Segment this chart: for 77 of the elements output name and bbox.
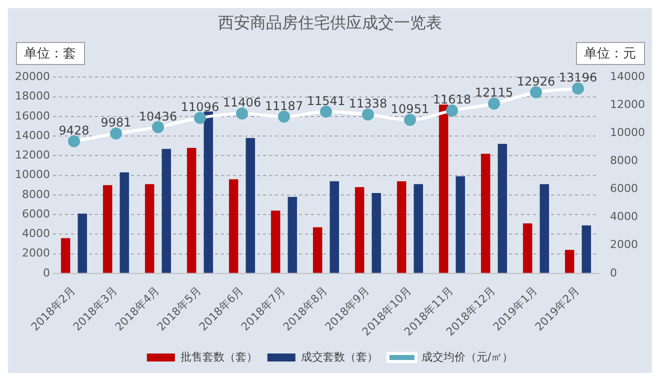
bar <box>60 238 70 273</box>
y-tick-label: 20000 <box>14 70 50 84</box>
y-tick-label: 12000 <box>14 148 50 162</box>
point <box>572 82 584 94</box>
y2-tick-label: 8000 <box>610 154 638 168</box>
y-tick-label: 2000 <box>22 246 50 260</box>
bar <box>186 148 196 273</box>
point <box>530 86 542 98</box>
bar <box>78 214 88 273</box>
data-label: 13196 <box>558 70 598 85</box>
legend-label: 成交均价（元/㎡） <box>421 350 514 364</box>
bar <box>162 148 172 273</box>
y-tick-label: 10000 <box>14 168 50 182</box>
point <box>278 110 290 123</box>
bar <box>456 176 466 273</box>
bar <box>312 227 322 273</box>
bar <box>582 225 592 273</box>
point <box>404 114 416 126</box>
bar <box>330 181 340 273</box>
data-label: 11618 <box>432 92 472 107</box>
y2-tick-label: 4000 <box>610 210 638 224</box>
data-label: 10951 <box>390 102 430 116</box>
bar <box>438 104 448 273</box>
data-label: 11096 <box>180 100 220 114</box>
bar <box>144 184 154 273</box>
y2-tick-label: 6000 <box>610 182 638 196</box>
y2-tick-label: 10000 <box>610 126 646 140</box>
bar <box>204 112 214 273</box>
bar <box>498 144 508 273</box>
y-tick-label: 4000 <box>22 227 50 240</box>
bar <box>120 172 130 273</box>
bar <box>270 210 280 273</box>
bar <box>540 184 550 273</box>
y-tick-label: 18000 <box>14 90 50 103</box>
legend-label: 成交套数（套） <box>300 350 378 364</box>
bar <box>396 181 406 273</box>
point <box>236 108 248 120</box>
y2-tick-label: 14000 <box>610 70 646 84</box>
y2-tick-label: 0 <box>610 266 618 280</box>
data-label: 11338 <box>348 96 388 111</box>
y2-axis-title: 单位：元 <box>584 46 636 62</box>
chart-title: 西安商品房住宅供应成交一览表 <box>218 12 442 32</box>
y-tick-label: 16000 <box>14 109 50 122</box>
data-label: 12926 <box>516 74 556 88</box>
point <box>68 135 80 148</box>
data-label: 12115 <box>474 86 514 100</box>
legend-label: 批售套数（套） <box>180 350 258 364</box>
y2-tick-label: 2000 <box>610 238 638 252</box>
y-tick-label: 14000 <box>14 128 50 142</box>
bar <box>102 185 112 273</box>
point <box>362 108 374 121</box>
bar <box>480 154 490 273</box>
y-axis-title: 单位：套 <box>24 46 76 62</box>
bar <box>522 223 532 273</box>
y-tick-label: 6000 <box>22 207 50 220</box>
data-label: 10436 <box>138 109 178 124</box>
data-label: 9981 <box>100 116 132 130</box>
data-label: 9428 <box>58 123 90 138</box>
y-tick-label: 8000 <box>22 188 50 201</box>
point <box>446 104 458 117</box>
data-label: 11187 <box>264 98 304 113</box>
y-tick-label: 0 <box>42 266 50 280</box>
bar <box>228 179 238 273</box>
point <box>152 121 164 134</box>
point <box>194 112 206 124</box>
point <box>320 106 332 118</box>
data-label: 11406 <box>222 96 262 110</box>
bar <box>288 196 298 273</box>
point <box>110 128 122 140</box>
data-label: 11541 <box>306 94 346 108</box>
y2-tick-label: 12000 <box>610 98 646 112</box>
bar <box>372 192 382 273</box>
bar <box>246 138 256 273</box>
point <box>488 98 500 110</box>
bar <box>564 250 574 273</box>
bar <box>414 184 424 273</box>
bar <box>354 187 364 273</box>
